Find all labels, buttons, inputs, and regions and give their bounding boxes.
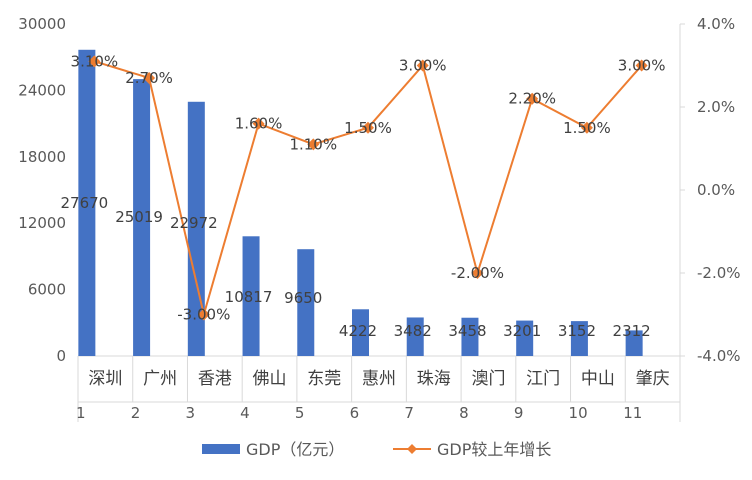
- growth-value-label: 1.10%: [289, 135, 337, 153]
- x-index-label: 6: [350, 404, 360, 422]
- bar-gdp: [242, 236, 260, 356]
- growth-value-label: 3.00%: [618, 57, 666, 75]
- legend-label-gdp: GDP（亿元）: [246, 440, 344, 459]
- growth-point: [416, 59, 429, 72]
- axes: 0 6000 12000 18000 24000 30000 -4.0% -2.0% 0.0% 2…: [18, 15, 741, 422]
- growth-value-label: 1.50%: [344, 119, 392, 137]
- x-category-label: 肇庆: [636, 369, 670, 389]
- x-category-label: 佛山: [253, 369, 287, 389]
- y-right-tick-label: 2.0%: [697, 98, 735, 116]
- y-right-tick-label: -2.0%: [697, 264, 741, 282]
- bar-gdp: [570, 321, 588, 356]
- growth-point: [197, 308, 210, 321]
- bar-value-label: 10817: [225, 288, 273, 306]
- bar-value-label: 2312: [613, 322, 651, 340]
- bar-value-label: 9650: [284, 289, 322, 307]
- y-right-tick-label: 4.0%: [697, 15, 735, 33]
- growth-point: [143, 71, 156, 84]
- growth-point: [252, 117, 265, 130]
- x-index-label: 5: [295, 404, 305, 422]
- bar-gdp: [516, 320, 534, 356]
- growth-value-label: 2.70%: [125, 69, 173, 87]
- y-left-tick-label: 30000: [18, 15, 66, 33]
- growth-value-label: 2.20%: [508, 90, 556, 108]
- y-left-tick-label: 24000: [18, 81, 66, 99]
- x-category-label: 香港: [198, 369, 232, 389]
- growth-point: [471, 267, 484, 279]
- bar-value-label: 27670: [61, 194, 109, 212]
- bar-value-label: 3458: [448, 322, 486, 340]
- bar-value-label: 3482: [394, 322, 432, 340]
- bar-series: [78, 49, 643, 356]
- bar-gdp: [625, 330, 643, 356]
- growth-point: [362, 121, 374, 134]
- x-index-label: 11: [623, 404, 642, 422]
- growth-value-label: 3.00%: [399, 57, 447, 75]
- x-category-label: 澳门: [471, 369, 505, 389]
- x-category-label: 东莞: [307, 369, 341, 389]
- growth-value-label: -2.00%: [451, 264, 504, 282]
- x-category-label: 惠州: [362, 369, 396, 389]
- growth-value-label: 3.10%: [71, 52, 119, 70]
- line-series: [88, 55, 648, 321]
- x-category-label: 中山: [581, 369, 615, 389]
- x-category-label: 广州: [143, 369, 177, 389]
- x-category-label: 珠海: [417, 369, 451, 389]
- legend-label-growth: GDP较上年增长: [437, 440, 551, 459]
- bar-value-label: 25019: [115, 208, 163, 226]
- bar-value-label: 4222: [339, 322, 377, 340]
- y-right-tick-label: 0.0%: [697, 181, 735, 199]
- bar-gdp: [133, 79, 151, 356]
- y-left-tick-label: 12000: [18, 214, 66, 232]
- x-index-label: 8: [459, 404, 469, 422]
- bar-gdp: [461, 317, 479, 356]
- growth-point: [307, 138, 320, 151]
- bar-value-label: 3201: [503, 322, 541, 340]
- x-index-label: 1: [76, 404, 86, 422]
- bar-value-label: 3152: [558, 322, 596, 340]
- growth-point: [580, 121, 593, 134]
- x-category-label: 深圳: [88, 369, 122, 389]
- x-index-label: 7: [404, 404, 414, 422]
- x-index-label: 3: [185, 404, 195, 422]
- x-index-label: 10: [569, 404, 588, 422]
- y-right-tick-label: -4.0%: [697, 347, 741, 365]
- growth-value-label: 1.60%: [235, 115, 283, 133]
- legend: GDP（亿元） GDP较上年增长: [202, 440, 551, 459]
- growth-point: [88, 55, 101, 68]
- x-category-label: 江门: [526, 369, 560, 389]
- bar-value-label: 22972: [170, 214, 218, 232]
- bar-gdp: [352, 309, 369, 356]
- bar-gdp: [187, 101, 205, 356]
- legend-swatch-gdp: [202, 444, 240, 454]
- bar-gdp: [297, 249, 315, 356]
- x-index-label: 9: [514, 404, 524, 422]
- x-index-label: 4: [240, 404, 250, 422]
- legend-swatch-growth-marker: [407, 444, 417, 454]
- bar-gdp: [78, 49, 96, 356]
- x-index-label: 2: [131, 404, 141, 422]
- growth-value-label: 1.50%: [563, 119, 611, 137]
- y-left-tick-label: 0: [56, 347, 66, 365]
- y-left-tick-label: 18000: [18, 148, 66, 166]
- bar-gdp: [406, 317, 424, 356]
- growth-point: [635, 59, 648, 72]
- growth-line: [94, 60, 643, 319]
- growth-point: [526, 92, 539, 105]
- data-labels: 27670 25019 22972 10817 9650 4222 3482 3458 3201…: [61, 52, 666, 340]
- growth-value-label: -3.00%: [177, 306, 230, 324]
- y-left-tick-label: 6000: [28, 281, 66, 299]
